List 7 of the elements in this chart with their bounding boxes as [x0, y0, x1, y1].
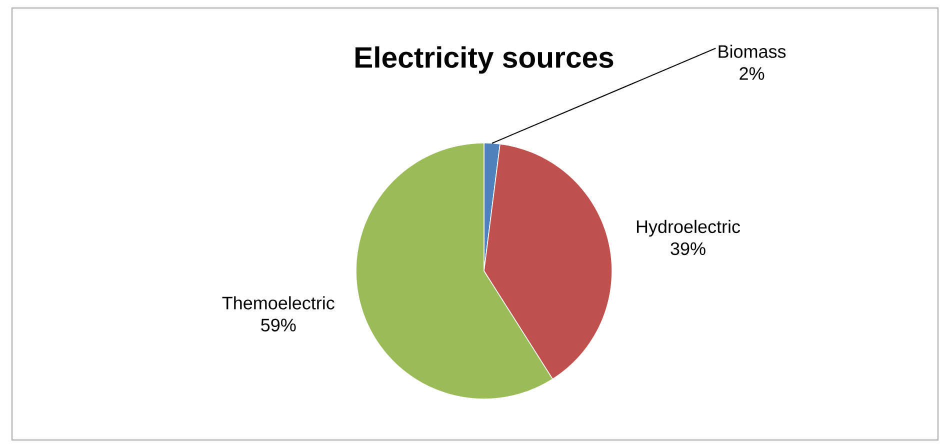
slice-label: Themoelectric [222, 296, 334, 310]
data-label: 2% [740, 67, 764, 80]
slice-label: Hydroelectric [636, 220, 740, 237]
data-label: 39% [670, 242, 706, 256]
data-label: 59% [261, 318, 296, 332]
slice-label: Biomass [718, 44, 786, 58]
chart-title: Electricity sources [356, 46, 614, 74]
